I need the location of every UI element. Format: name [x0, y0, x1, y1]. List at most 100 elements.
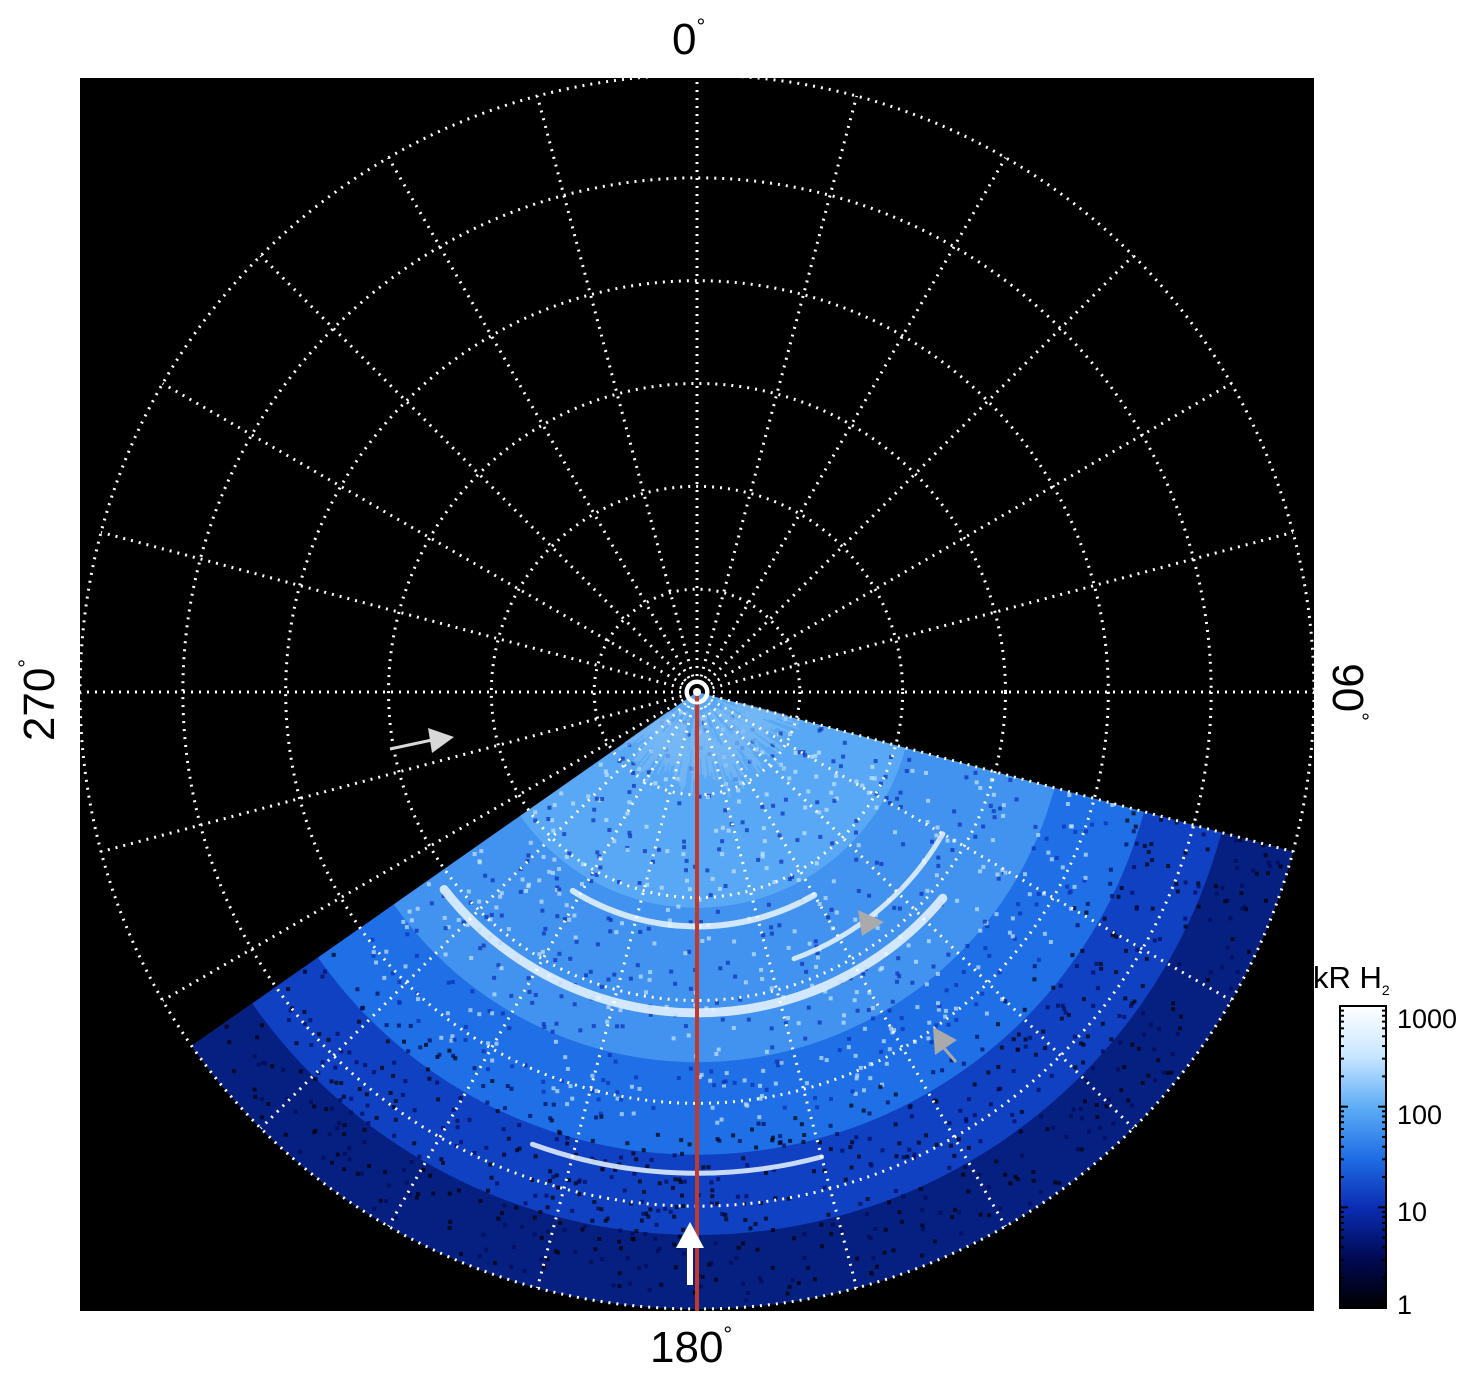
emission-speckle [731, 869, 736, 874]
emission-speckle [1044, 836, 1049, 841]
emission-speckle [1018, 1129, 1023, 1134]
emission-speckle [260, 1023, 264, 1028]
emission-speckle [1067, 890, 1072, 895]
emission-speckle [705, 794, 710, 799]
emission-speckle [1183, 916, 1188, 921]
emission-speckle [806, 789, 811, 794]
emission-speckle [592, 807, 597, 812]
emission-speckle [1095, 1115, 1100, 1119]
emission-speckle [899, 1016, 904, 1021]
emission-speckle [260, 1097, 265, 1102]
emission-speckle [1023, 872, 1027, 877]
emission-speckle [676, 904, 681, 909]
emission-speckle [957, 1210, 961, 1215]
emission-speckle [1090, 822, 1095, 827]
emission-speckle [817, 810, 822, 815]
emission-speckle [1053, 1180, 1058, 1185]
emission-speckle [787, 877, 792, 882]
limb-streak [702, 711, 723, 766]
emission-speckle [644, 990, 648, 995]
emission-speckle [892, 1028, 897, 1032]
emission-speckle [547, 1178, 552, 1183]
emission-speckle [770, 743, 775, 748]
emission-speckle [429, 901, 434, 906]
emission-speckle [925, 888, 930, 893]
emission-speckle [952, 1153, 957, 1158]
emission-speckle [335, 1031, 340, 1036]
emission-speckle [334, 1080, 339, 1085]
emission-speckle [786, 1016, 790, 1020]
emission-speckle [1125, 818, 1130, 823]
emission-speckle [782, 1143, 787, 1148]
emission-speckle [436, 1097, 441, 1102]
emission-speckle [822, 1168, 827, 1173]
emission-speckle [540, 949, 545, 954]
emission-speckle [465, 923, 470, 928]
emission-speckle [586, 794, 591, 799]
emission-speckle [965, 944, 970, 948]
emission-speckle [656, 847, 661, 852]
emission-speckle [390, 971, 395, 976]
emission-speckle [371, 953, 376, 958]
emission-speckle [595, 942, 600, 947]
emission-speckle [494, 905, 499, 910]
emission-speckle [1084, 829, 1088, 834]
emission-speckle [1090, 1066, 1095, 1071]
emission-speckle [1099, 966, 1104, 971]
emission-speckle [403, 964, 408, 969]
emission-speckle [769, 986, 774, 991]
emission-speckle [365, 1103, 370, 1108]
emission-speckle [814, 944, 819, 949]
emission-speckle [880, 1082, 885, 1087]
emission-speckle [607, 1053, 612, 1057]
emission-speckle [1278, 864, 1283, 869]
emission-speckle [793, 1116, 798, 1121]
emission-speckle [854, 818, 859, 823]
emission-speckle [804, 969, 809, 974]
emission-speckle [649, 1158, 654, 1162]
auroral-arc [439, 885, 948, 1018]
emission-speckle [986, 1070, 991, 1075]
limb-streak [682, 750, 690, 788]
emission-speckle [1130, 890, 1135, 895]
emission-speckle [327, 1132, 332, 1137]
emission-speckle [630, 1237, 635, 1241]
emission-speckle [1130, 1103, 1135, 1108]
emission-speckle [985, 924, 990, 929]
emission-speckle [670, 1185, 675, 1190]
emission-speckle [347, 1146, 352, 1151]
emission-speckle [313, 1076, 318, 1081]
emission-speckle [526, 884, 531, 889]
emission-speckle [656, 1208, 661, 1213]
emission-speckle [615, 1090, 620, 1095]
emission-speckle [910, 768, 915, 773]
emission-speckle [539, 899, 544, 904]
emission-speckle [777, 1141, 782, 1146]
emission-speckle [1119, 886, 1124, 890]
emission-speckle [973, 834, 978, 839]
emission-speckle [565, 1066, 570, 1071]
emission-speckle [961, 1172, 966, 1177]
emission-speckle [855, 1256, 860, 1261]
emission-speckle [477, 1012, 482, 1017]
emission-speckle [733, 974, 738, 979]
emission-speckle [776, 1063, 780, 1068]
emission-speckle [1208, 917, 1212, 922]
emission-speckle [708, 1078, 713, 1083]
emission-speckle [562, 832, 567, 837]
emission-speckle [647, 1288, 652, 1292]
emission-speckle [425, 1067, 430, 1072]
emission-speckle [663, 1206, 668, 1211]
emission-speckle [349, 1096, 354, 1101]
emission-speckle [409, 918, 414, 923]
emission-speckle [502, 1152, 507, 1157]
emission-speckle [994, 1159, 999, 1164]
emission-speckle [364, 1092, 369, 1097]
emission-speckle [683, 951, 688, 956]
emission-speckle [1261, 843, 1266, 848]
emission-speckle [1124, 948, 1128, 953]
emission-speckle [540, 908, 545, 913]
emission-speckle [546, 1229, 551, 1234]
emission-speckle [1119, 1088, 1124, 1093]
emission-speckle [715, 909, 720, 914]
